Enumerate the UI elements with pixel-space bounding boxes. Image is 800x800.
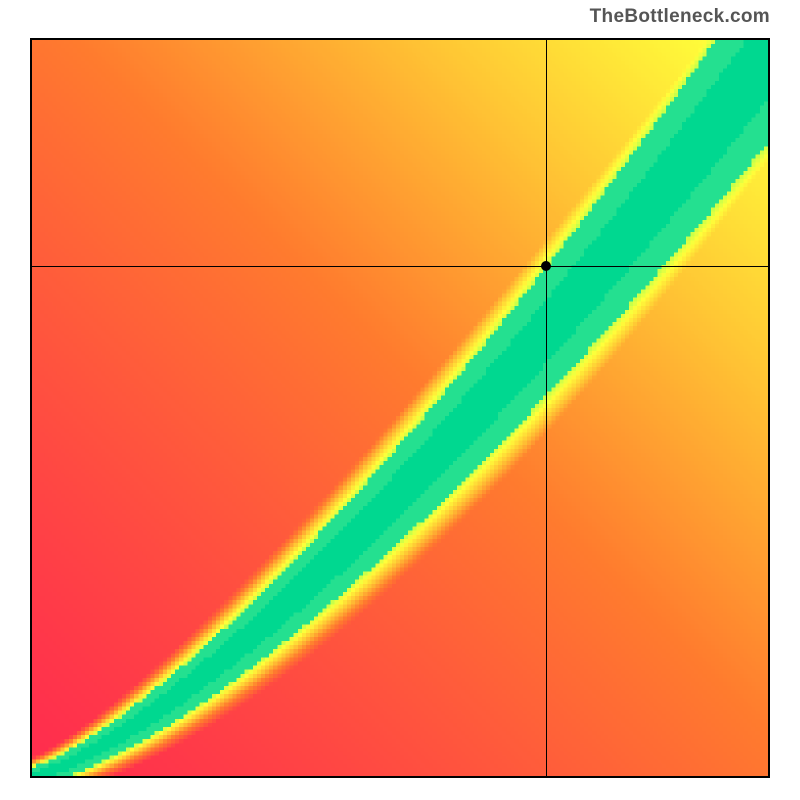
crosshair-horizontal xyxy=(32,266,768,267)
heatmap-canvas xyxy=(32,40,768,776)
crosshair-marker xyxy=(541,261,551,271)
heatmap-plot xyxy=(30,38,770,778)
watermark-text: TheBottleneck.com xyxy=(590,6,770,28)
crosshair-vertical xyxy=(546,40,547,776)
